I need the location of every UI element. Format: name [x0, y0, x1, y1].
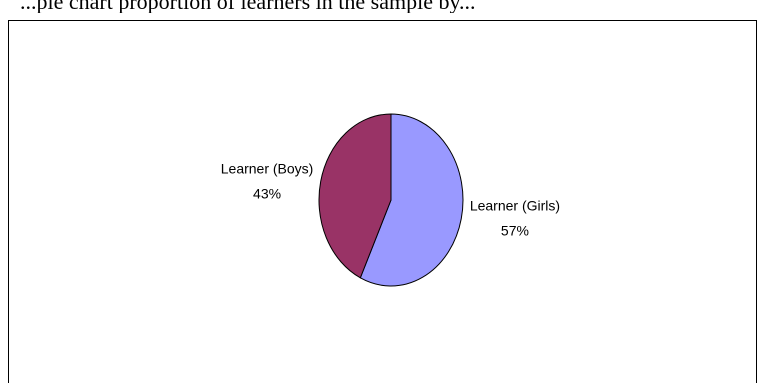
- pie-data-label-learner-girls: Learner (Girls) 57%: [470, 198, 560, 239]
- pie-slices: [318, 113, 464, 287]
- pie-label-percent: 57%: [501, 223, 529, 239]
- pie-data-label-learner-boys: Learner (Boys) 43%: [221, 160, 314, 201]
- pie-slice-learner-girls: [359, 113, 464, 287]
- top-text: ...pie chart proportion of learners in t…: [20, 0, 476, 13]
- pie-data-labels: Learner (Girls) 57% Learner (Boys) 43%: [221, 160, 560, 238]
- pie-label-percent: 43%: [253, 185, 281, 201]
- pie-label-name: Learner (Girls): [470, 198, 560, 214]
- page-text-fragment: ...pie chart proportion of learners in t…: [20, 0, 761, 13]
- pie-slice-learner-boys: [318, 113, 392, 279]
- pie-label-name: Learner (Boys): [221, 160, 314, 176]
